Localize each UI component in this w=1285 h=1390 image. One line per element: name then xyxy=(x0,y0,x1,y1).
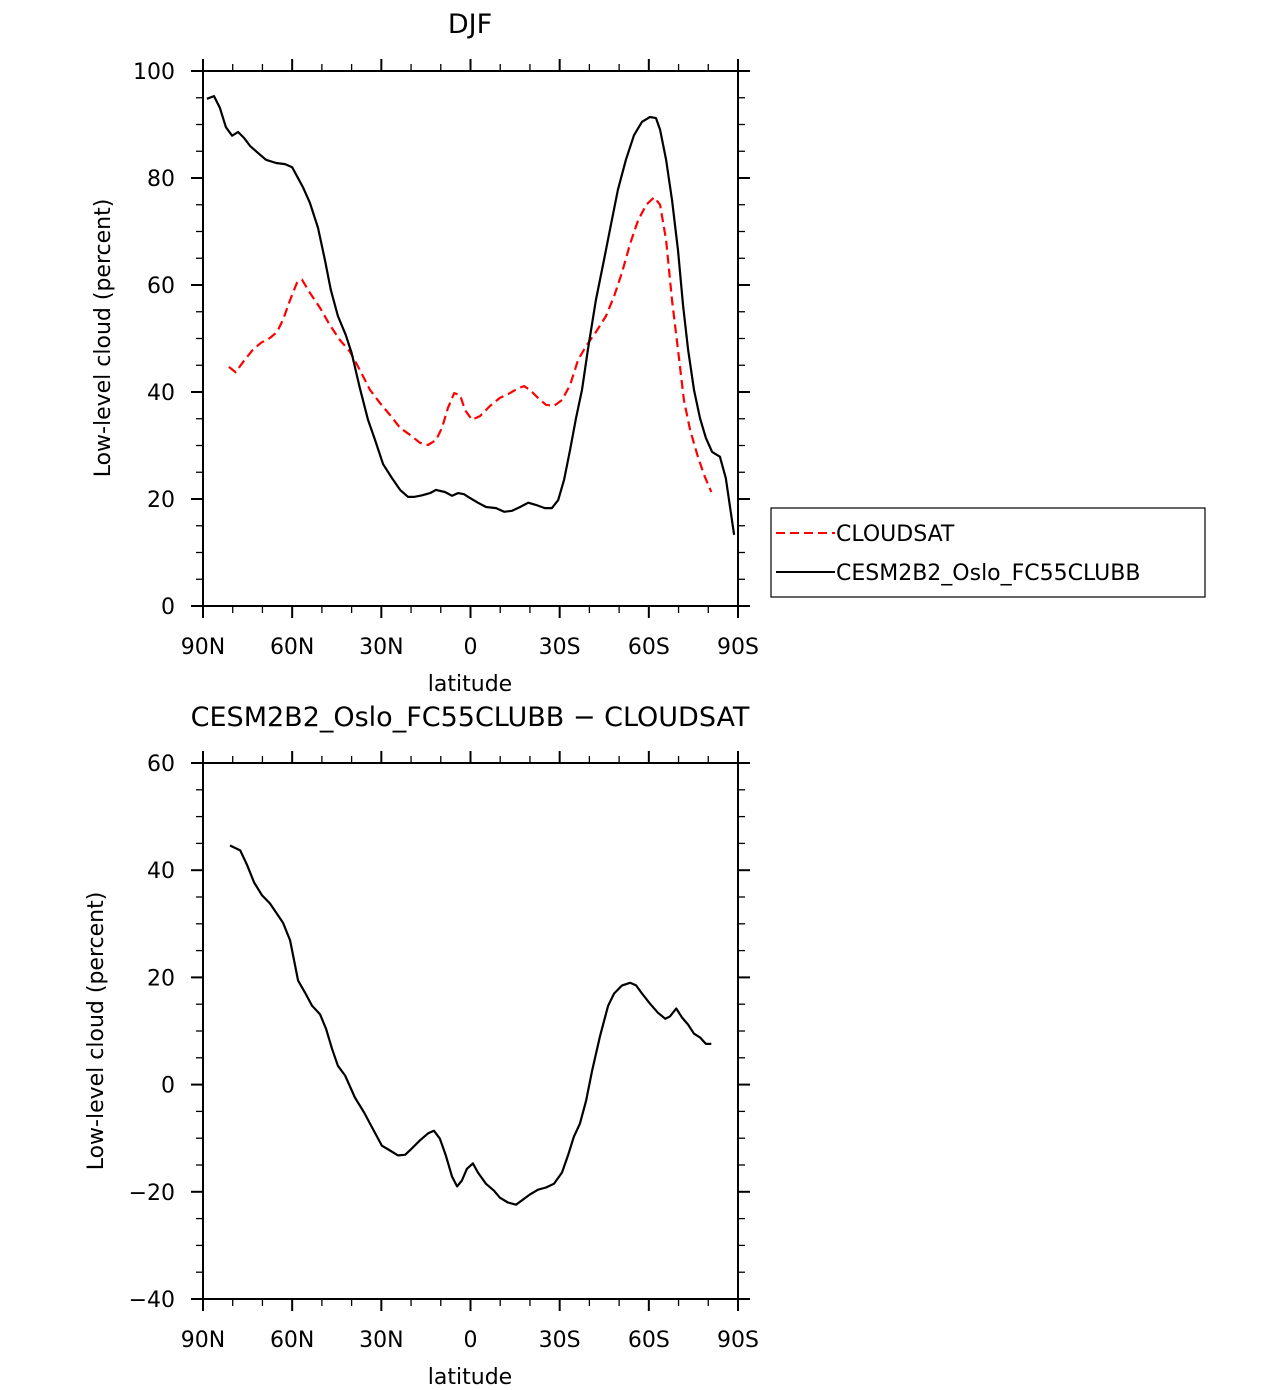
x-tick-label: 60N xyxy=(270,1328,314,1353)
y-tick-label: 80 xyxy=(147,167,175,192)
y-tick-label: 0 xyxy=(161,1074,175,1099)
legend-box xyxy=(770,507,1206,598)
top-y-axis-label: Low-level cloud (percent) xyxy=(91,199,116,478)
legend-label-cloudsat: CLOUDSAT xyxy=(836,522,955,547)
legend-label-cesm: CESM2B2_Oslo_FC55CLUBB xyxy=(836,561,1140,586)
y-tick-label: 20 xyxy=(147,488,175,513)
x-tick-label: 60N xyxy=(270,635,314,660)
y-tick-label: −40 xyxy=(129,1288,175,1313)
x-tick-label: 30S xyxy=(539,1328,581,1353)
top-panel: DJF latitude Low-level cloud (percent) 9… xyxy=(91,9,1206,697)
bottom-panel-title: CESM2B2_Oslo_FC55CLUBB − CLOUDSAT xyxy=(191,702,750,733)
y-tick-label: 60 xyxy=(147,274,175,299)
y-tick-label: −20 xyxy=(129,1181,175,1206)
y-tick-label: 100 xyxy=(133,60,175,85)
x-tick-label: 90S xyxy=(717,635,759,660)
legend: CLOUDSAT CESM2B2_Oslo_FC55CLUBB xyxy=(770,507,1206,598)
x-tick-label: 0 xyxy=(464,1328,478,1353)
x-tick-label: 0 xyxy=(464,635,478,660)
x-tick-label: 90N xyxy=(181,635,225,660)
top-panel-title: DJF xyxy=(448,9,492,40)
y-tick-label: 60 xyxy=(147,752,175,777)
x-tick-label: 30N xyxy=(359,1328,403,1353)
plot-frame xyxy=(202,762,739,1300)
bottom-panel: CESM2B2_Oslo_FC55CLUBB − CLOUDSAT latitu… xyxy=(84,702,759,1390)
x-tick-label: 90S xyxy=(717,1328,759,1353)
top-x-axis-label: latitude xyxy=(428,672,512,697)
x-tick-label: 90N xyxy=(181,1328,225,1353)
series-line-cloudsat xyxy=(228,196,713,493)
bottom-x-axis-label: latitude xyxy=(428,1365,512,1390)
x-tick-label: 60S xyxy=(628,635,670,660)
x-tick-label: 30S xyxy=(539,635,581,660)
y-tick-label: 40 xyxy=(147,859,175,884)
series-line-cesm2b2-oslo-fc55clubb xyxy=(206,94,736,535)
series-line-difference xyxy=(229,844,712,1206)
y-tick-label: 20 xyxy=(147,966,175,991)
y-tick-label: 40 xyxy=(147,381,175,406)
bottom-y-axis-label: Low-level cloud (percent) xyxy=(84,892,109,1171)
x-tick-label: 30N xyxy=(359,635,403,660)
plot-frame xyxy=(202,70,739,607)
x-tick-label: 60S xyxy=(628,1328,670,1353)
y-tick-label: 0 xyxy=(161,595,175,620)
